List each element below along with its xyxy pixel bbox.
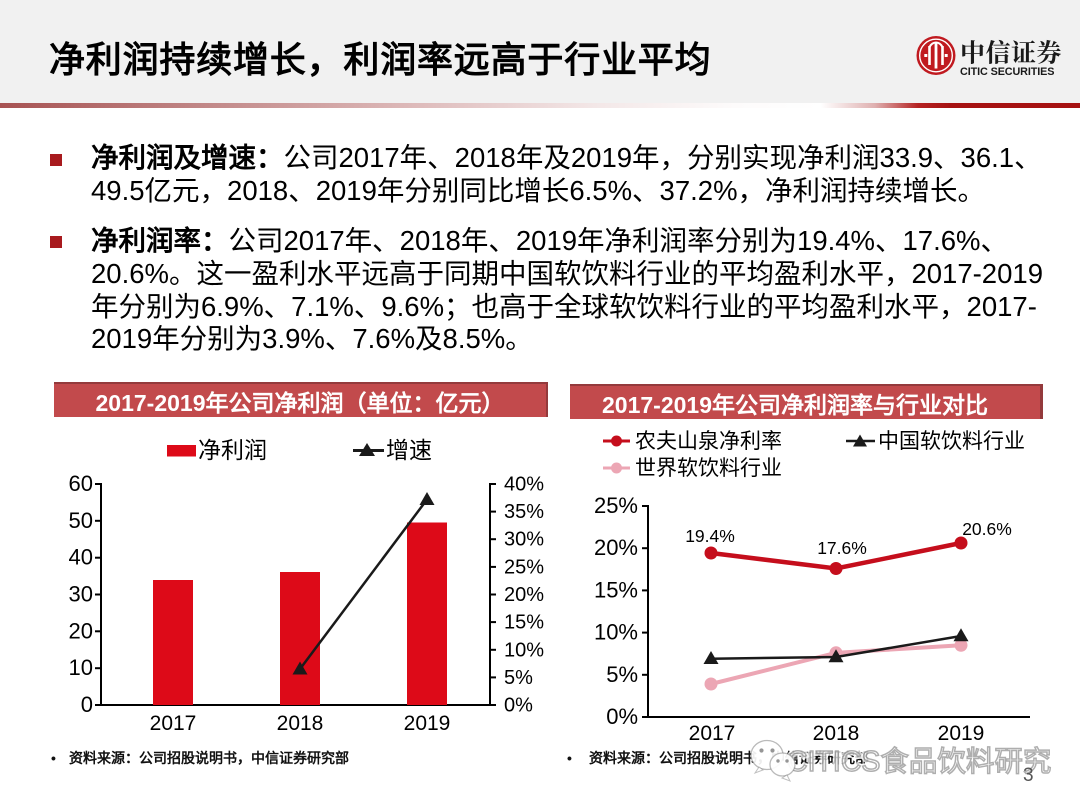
svg-text:10%: 10%	[504, 639, 544, 661]
svg-text:农夫山泉净利率: 农夫山泉净利率	[635, 430, 782, 453]
svg-text:2018: 2018	[277, 712, 324, 735]
svg-text:15%: 15%	[504, 612, 544, 634]
svg-text:30%: 30%	[504, 529, 544, 551]
svg-text:40: 40	[69, 545, 93, 570]
svg-text:40%: 40%	[504, 474, 544, 496]
svg-text:2017: 2017	[150, 712, 197, 735]
svg-text:0%: 0%	[504, 695, 533, 717]
svg-text:15%: 15%	[594, 577, 638, 602]
svg-text:35%: 35%	[504, 501, 544, 523]
svg-text:50: 50	[69, 508, 93, 533]
svg-text:10%: 10%	[594, 620, 638, 645]
svg-text:净利润: 净利润	[198, 437, 267, 463]
svg-text:•: •	[567, 750, 572, 766]
svg-text:10: 10	[69, 655, 93, 680]
svg-text:25%: 25%	[594, 493, 638, 518]
svg-text:5%: 5%	[606, 662, 638, 687]
svg-text:增速: 增速	[386, 437, 432, 463]
svg-text:30: 30	[69, 582, 93, 607]
svg-text:世界软饮料行业: 世界软饮料行业	[635, 457, 782, 480]
svg-text:资料来源：公司招股说明书，中信证券研究部: 资料来源：公司招股说明书，中信证券研究部	[69, 750, 349, 766]
svg-text:2018: 2018	[813, 722, 860, 745]
svg-text:60: 60	[69, 471, 93, 496]
svg-text:2019: 2019	[404, 712, 451, 735]
svg-text:0: 0	[81, 692, 93, 717]
svg-text:2017: 2017	[689, 722, 736, 745]
svg-text:2019: 2019	[938, 722, 985, 745]
svg-text:5%: 5%	[504, 667, 533, 689]
svg-text:17.6%: 17.6%	[817, 538, 867, 558]
svg-text:25%: 25%	[504, 556, 544, 578]
svg-text:•: •	[51, 750, 56, 766]
svg-text:20.6%: 20.6%	[962, 519, 1012, 539]
svg-text:中信证券: 中信证券	[960, 40, 1062, 68]
svg-text:20%: 20%	[594, 535, 638, 560]
svg-text:CITIC SECURITIES: CITIC SECURITIES	[960, 66, 1054, 78]
svg-text:中国软饮料行业: 中国软饮料行业	[878, 430, 1025, 453]
svg-text:0%: 0%	[606, 704, 638, 729]
svg-text:19.4%: 19.4%	[685, 526, 735, 546]
svg-text:20: 20	[69, 618, 93, 643]
svg-text:资料来源：公司招股说明书，中信证券研究部: 资料来源：公司招股说明书，中信证券研究部	[589, 750, 869, 766]
svg-text:20%: 20%	[504, 584, 544, 606]
